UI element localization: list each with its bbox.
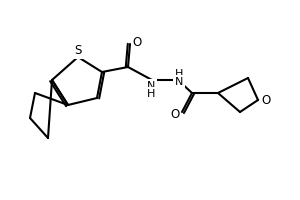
Text: H: H (147, 89, 155, 99)
Text: H: H (175, 69, 183, 79)
Text: S: S (74, 45, 82, 58)
Text: O: O (170, 108, 180, 121)
Text: N: N (175, 77, 183, 87)
Text: O: O (132, 36, 142, 49)
Text: N: N (147, 81, 155, 91)
Text: O: O (261, 94, 271, 106)
